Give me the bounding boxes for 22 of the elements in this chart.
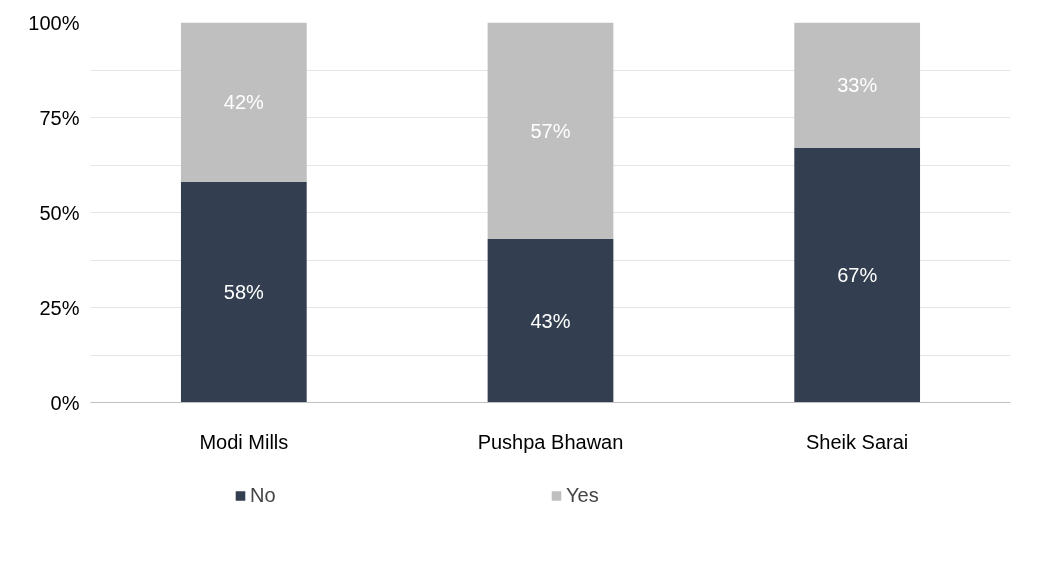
bar	[487, 239, 614, 403]
x-tick-label: Pushpa Bhawan	[477, 430, 624, 453]
y-tick-label: 100%	[28, 11, 80, 34]
data-label: 43%	[530, 309, 571, 332]
y-tick-label: 0%	[50, 391, 80, 414]
bar	[180, 182, 307, 403]
data-label: 42%	[223, 91, 265, 114]
bar	[794, 22, 921, 148]
x-tick-label: Sheik Sarai	[806, 430, 909, 453]
data-label: 58%	[223, 281, 265, 304]
data-label: 67%	[837, 264, 878, 287]
y-tick-label: 50%	[39, 201, 80, 224]
legend-label: No	[250, 483, 277, 507]
bar	[180, 22, 307, 183]
x-tick-label: Modi Mills	[199, 430, 289, 453]
bar	[487, 22, 614, 240]
bar	[794, 147, 921, 403]
legend-label: Yes	[566, 483, 600, 507]
data-label: 33%	[837, 74, 878, 97]
y-tick-label: 25%	[39, 296, 80, 319]
data-label: 57%	[530, 119, 571, 142]
y-tick-label: 75%	[39, 106, 80, 129]
